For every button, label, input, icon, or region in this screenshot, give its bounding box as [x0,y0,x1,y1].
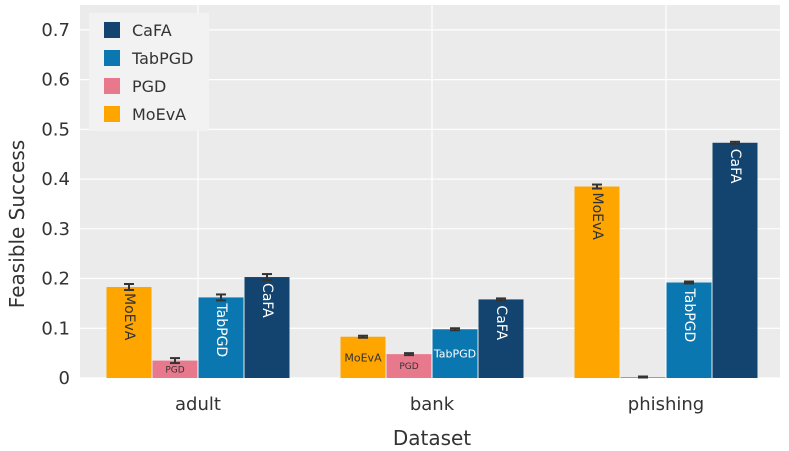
bar-tabpgd-adult [198,297,244,378]
bar-moeva-adult [106,286,152,378]
bar-label-cafa: CaFA [727,149,743,184]
bar-label-tabpgd: TabPGD [433,348,476,361]
y-tick-label: 0.7 [41,20,70,41]
y-tick-labels: 0 0.1 0.2 0.3 0.4 0.5 0.6 0.7 [41,20,70,389]
bar-pgd-bank [386,354,432,378]
bar-labels: MoEvA PGD TabPGD CaFA MoEvA PGD TabPGD CaFA MoEv… [121,149,743,376]
bar-moeva-bank [340,336,386,378]
legend-label-moeva: MoEvA [132,105,186,124]
bar-label-tabpgd: TabPGD [213,302,229,357]
x-tick-label: adult [175,394,221,415]
y-tick-label: 0.4 [41,169,70,190]
bar-cafa-phishing [712,142,758,378]
bar-label-tabpgd: TabPGD [681,288,697,343]
y-tick-label: 0.3 [41,219,70,240]
bar-cafa-bank [478,299,524,378]
legend-label-cafa: CaFA [132,21,172,40]
legend-label-pgd: PGD [132,77,166,96]
bar-cafa-adult [244,277,290,378]
y-tick-label: 0.2 [41,269,70,290]
x-axis-title: Dataset [393,426,471,450]
x-tick-label: bank [410,394,455,415]
bars [106,142,758,378]
x-tick-label: phishing [628,394,704,415]
legend-swatch-tabpgd [104,50,120,66]
x-tick-labels: adult bank phishing [175,394,704,415]
bar-label-pgd: PGD [399,362,418,372]
y-tick-label: 0.6 [41,70,70,91]
y-axis-title: Feasible Success [5,140,29,308]
bar-label-moeva: MoEvA [344,351,382,364]
bar-label-cafa: CaFA [259,283,275,318]
y-tick-label: 0.5 [41,119,70,140]
bar-tabpgd-phishing [666,282,712,378]
legend-swatch-cafa [104,22,120,38]
bar-label-cafa: CaFA [493,305,509,340]
legend-swatch-moeva [104,106,120,122]
error-bars [124,140,740,379]
bar-pgd-adult [152,360,198,378]
legend-swatch-pgd [104,78,120,94]
legend-label-tabpgd: TabPGD [131,49,193,68]
bar-moeva-phishing [574,186,620,378]
bar-label-moeva: MoEvA [121,293,137,341]
y-tick-label: 0.1 [41,318,70,339]
legend: CaFA TabPGD PGD MoEvA [89,13,209,131]
bar-tabpgd-bank [432,329,478,378]
bar-label-moeva: MoEvA [589,193,605,241]
bar-label-pgd: PGD [165,365,184,375]
y-tick-label: 0 [59,368,70,389]
